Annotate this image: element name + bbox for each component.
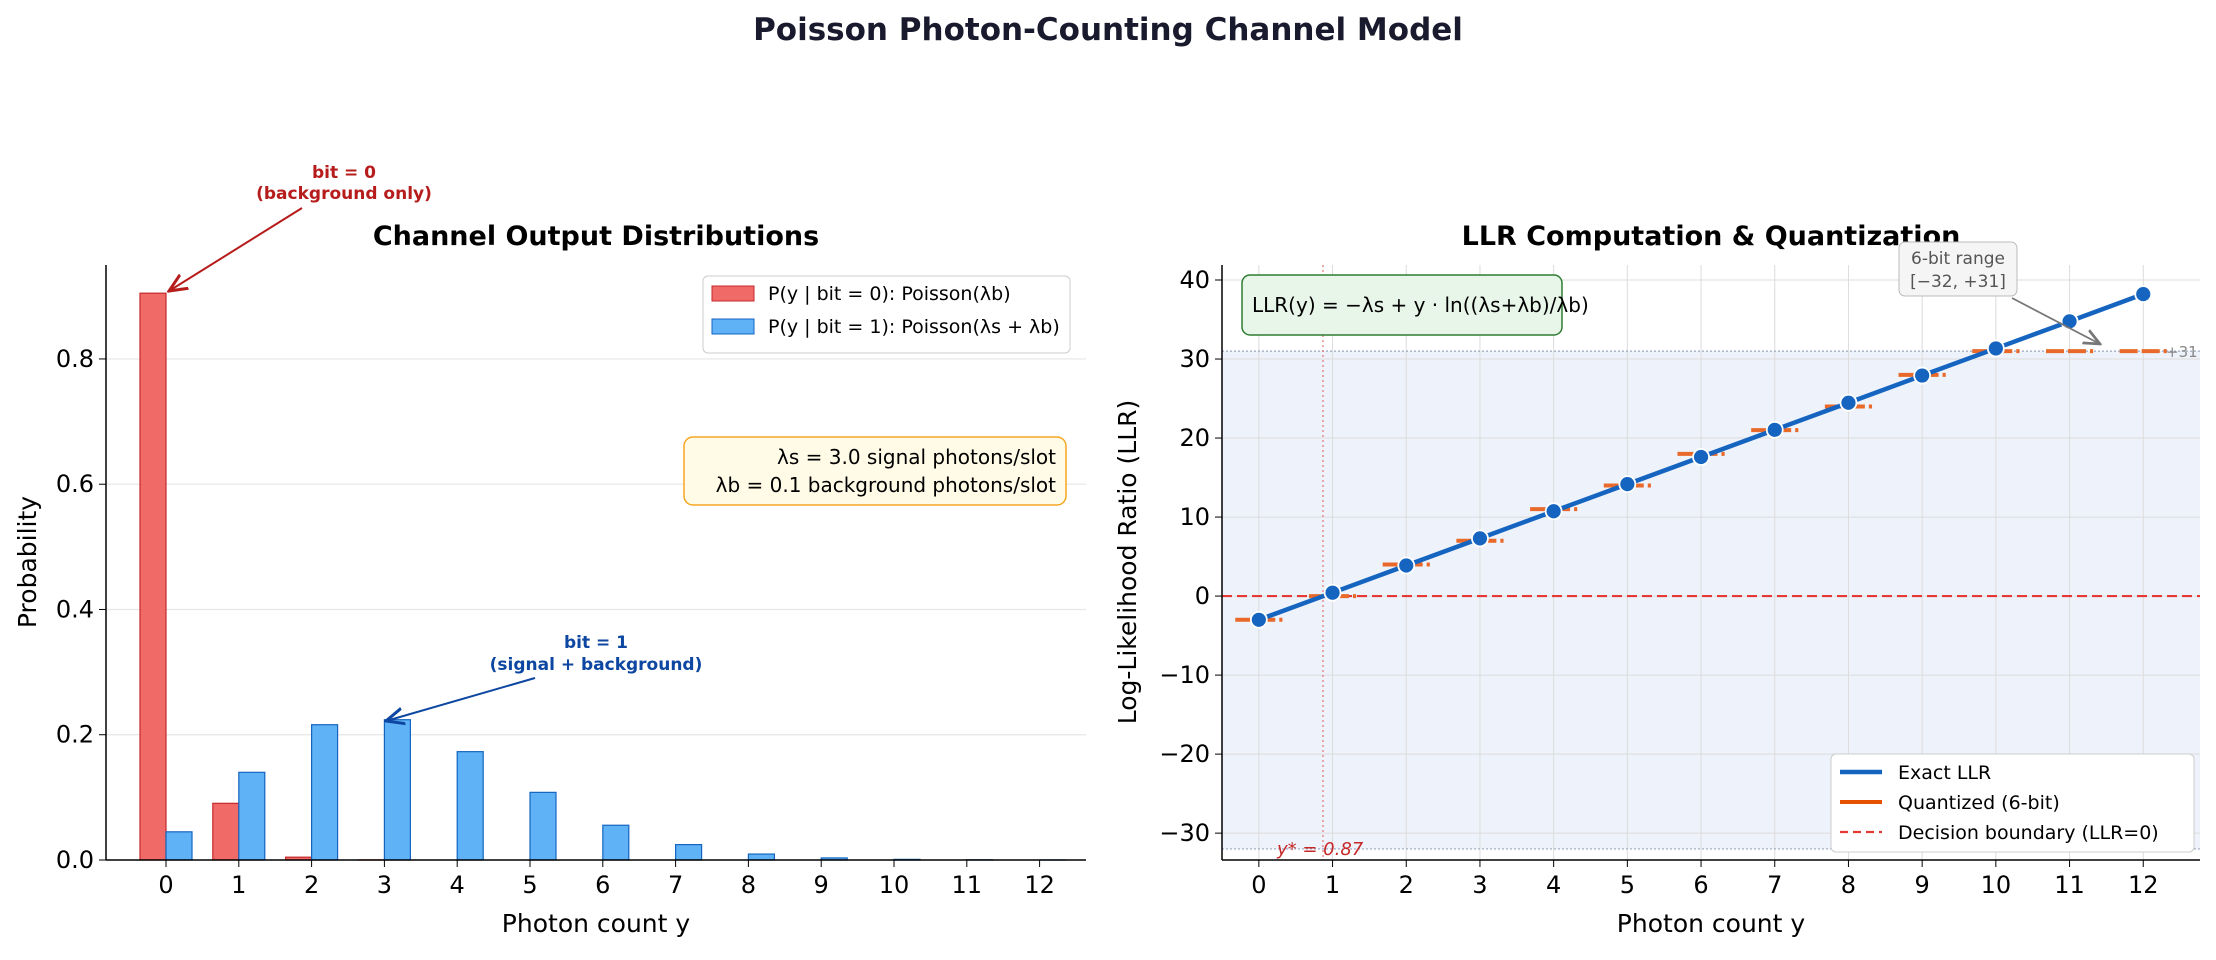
y-tick-label: 0.0 — [56, 846, 94, 874]
x-tick-label: 8 — [741, 871, 756, 899]
exact-llr-point-1 — [1325, 585, 1341, 601]
bit0-annotation-line2: (background only) — [256, 184, 432, 204]
x-tick-label: 3 — [1472, 871, 1487, 899]
range-note-line1: 6-bit range — [1911, 249, 2005, 269]
x-tick-label: 7 — [1767, 871, 1782, 899]
y-tick-label: 0.2 — [56, 721, 94, 749]
x-tick-label: 7 — [668, 871, 683, 899]
figure-title: Poisson Photon-Counting Channel Model — [753, 12, 1463, 48]
legend-swatch — [712, 319, 754, 334]
legend-label: Exact LLR — [1898, 762, 1991, 784]
y-tick-label: 0.6 — [56, 470, 94, 498]
formula: LLR(y) = −λs + y · ln((λs+λb)/λb) — [1252, 293, 1589, 317]
bar-bit1-6 — [603, 825, 629, 860]
bar-bit1-2 — [312, 725, 338, 860]
exact-llr-point-8 — [1840, 395, 1856, 411]
x-tick-label: 11 — [952, 871, 983, 899]
y-tick-label: 10 — [1179, 503, 1210, 531]
x-tick-label: 6 — [1693, 871, 1708, 899]
params-line2: λb = 0.1 background photons/slot — [716, 473, 1057, 497]
subplot-title: Channel Output Distributions — [373, 221, 819, 252]
x-axis-label: Photon count y — [502, 909, 691, 938]
y-tick-label: 30 — [1179, 345, 1210, 373]
legend-label: P(y | bit = 1): Poisson(λs + λb) — [768, 316, 1060, 338]
exact-llr-point-6 — [1693, 449, 1709, 465]
x-tick-label: 5 — [522, 871, 537, 899]
exact-llr-point-5 — [1619, 476, 1635, 492]
x-tick-label: 1 — [231, 871, 246, 899]
exact-llr-point-11 — [2062, 313, 2078, 329]
bit1-annotation-line1: bit = 1 — [564, 633, 628, 653]
exact-llr-point-7 — [1767, 422, 1783, 438]
y-tick-label: 0.8 — [56, 345, 94, 373]
x-tick-label: 9 — [1915, 871, 1930, 899]
bit0-annotation-line1: bit = 0 — [312, 163, 376, 183]
legend-label: Decision boundary (LLR=0) — [1898, 822, 2159, 844]
exact-llr-point-12 — [2135, 286, 2151, 302]
x-tick-label: 2 — [304, 871, 319, 899]
bar-bit1-1 — [239, 772, 265, 860]
y-axis-label: Log-Likelihood Ratio (LLR) — [1113, 400, 1142, 725]
y-tick-label: −20 — [1159, 740, 1210, 768]
x-tick-label: 1 — [1325, 871, 1340, 899]
x-tick-label: 2 — [1399, 871, 1414, 899]
legend-swatch — [712, 286, 754, 301]
exact-llr-point-3 — [1472, 530, 1488, 546]
subplot-title: LLR Computation & Quantization — [1462, 221, 1961, 252]
bar-bit1-5 — [530, 792, 556, 860]
y-tick-label: 40 — [1179, 266, 1210, 294]
x-tick-label: 4 — [450, 871, 465, 899]
y-tick-label: 0 — [1195, 582, 1210, 610]
x-tick-label: 0 — [158, 871, 173, 899]
threshold-label: y* = 0.87 — [1276, 839, 1364, 860]
bar-bit1-0 — [166, 832, 192, 860]
bit1-arrow — [386, 678, 535, 721]
x-tick-label: 8 — [1841, 871, 1856, 899]
legend-label: P(y | bit = 0): Poisson(λb) — [768, 283, 1011, 305]
bar-bit1-4 — [457, 752, 483, 860]
clip-label: +31 — [2166, 343, 2198, 361]
y-tick-label: −30 — [1159, 819, 1210, 847]
y-tick-label: −10 — [1159, 661, 1210, 689]
x-axis-label: Photon count y — [1617, 909, 1806, 938]
x-tick-label: 5 — [1620, 871, 1635, 899]
x-tick-label: 10 — [879, 871, 910, 899]
legend-label: Quantized (6-bit) — [1898, 792, 2060, 814]
exact-llr-point-4 — [1546, 503, 1562, 519]
exact-llr-point-2 — [1398, 558, 1414, 574]
x-tick-label: 11 — [2054, 871, 2085, 899]
bar-bit0-1 — [213, 803, 239, 860]
bar-bit1-7 — [676, 845, 702, 860]
y-tick-label: 0.4 — [56, 595, 94, 623]
bar-bit1-3 — [384, 720, 410, 860]
params-line1: λs = 3.0 signal photons/slot — [777, 445, 1056, 469]
x-tick-label: 10 — [1981, 871, 2012, 899]
y-tick-label: 20 — [1179, 424, 1210, 452]
x-tick-label: 12 — [2128, 871, 2159, 899]
y-axis-label: Probability — [13, 496, 42, 628]
exact-llr-point-9 — [1914, 368, 1930, 384]
exact-llr-point-0 — [1251, 612, 1267, 628]
x-tick-label: 12 — [1024, 871, 1055, 899]
bit1-annotation-line2: (signal + background) — [490, 655, 703, 675]
x-tick-label: 6 — [595, 871, 610, 899]
bar-bit0-0 — [140, 293, 166, 860]
x-tick-label: 3 — [377, 871, 392, 899]
x-tick-label: 4 — [1546, 871, 1561, 899]
bar-bit1-8 — [748, 854, 774, 860]
exact-llr-point-10 — [1988, 340, 2004, 356]
bit0-arrow — [169, 208, 302, 291]
range-note-line2: [−32, +31] — [1910, 272, 2006, 292]
x-tick-label: 0 — [1251, 871, 1266, 899]
x-tick-label: 9 — [814, 871, 829, 899]
